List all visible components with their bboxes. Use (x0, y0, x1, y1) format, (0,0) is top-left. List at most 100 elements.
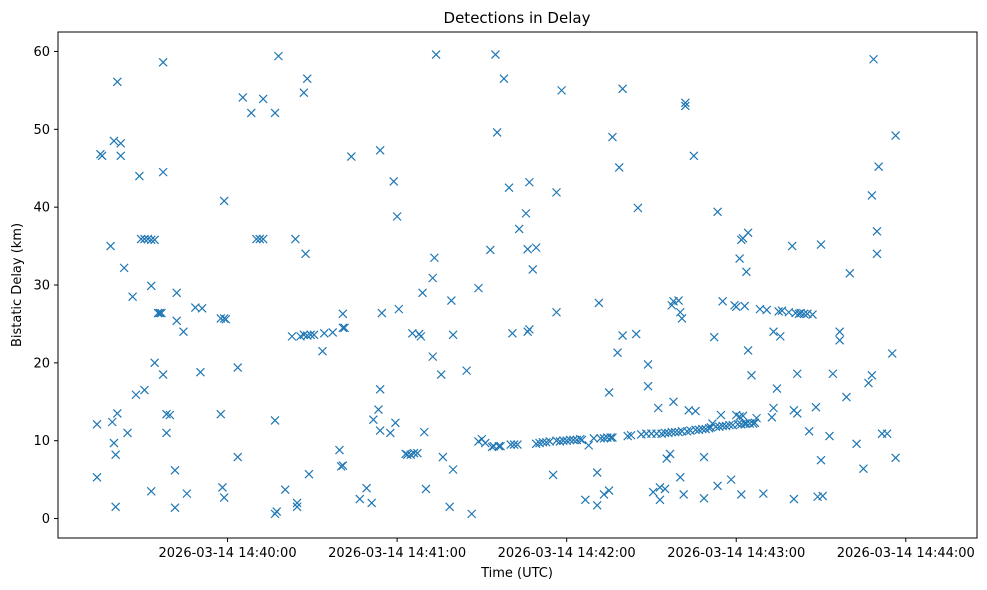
data-point (699, 452, 709, 462)
data-point (524, 177, 534, 187)
data-point (290, 234, 300, 244)
data-point (170, 465, 180, 475)
data-point (506, 440, 516, 450)
data-point (251, 234, 261, 244)
data-point (852, 439, 862, 449)
data-point (789, 494, 799, 504)
data-point (162, 428, 171, 438)
y-tick-label: 50 (33, 123, 50, 138)
data-point (816, 455, 826, 465)
data-point (872, 249, 882, 259)
data-point (618, 84, 628, 94)
data-point (402, 450, 412, 460)
data-point (165, 410, 175, 420)
data-point (818, 491, 828, 501)
data-point (319, 328, 329, 338)
data-point (758, 489, 768, 499)
data-point (146, 235, 156, 245)
data-point (608, 433, 617, 443)
data-point (338, 323, 348, 333)
data-point (665, 449, 675, 459)
data-point (872, 226, 882, 236)
data-point (623, 431, 633, 441)
data-point (738, 411, 748, 421)
data-point (172, 288, 182, 298)
data-point (419, 427, 429, 437)
y-axis-label: Bistatic Delay (km) (10, 223, 25, 347)
data-point (752, 413, 762, 423)
data-point (375, 384, 385, 394)
data-point (140, 385, 149, 395)
data-point (528, 265, 538, 274)
data-point (197, 303, 207, 313)
data-point (828, 369, 838, 379)
data-point (675, 472, 685, 482)
data-point (362, 483, 372, 493)
data-point (691, 406, 700, 416)
data-point (867, 370, 877, 380)
data-point (808, 310, 817, 320)
data-point (116, 151, 126, 161)
data-point (767, 412, 777, 422)
data-point (669, 397, 678, 407)
data-point (467, 509, 477, 519)
data-point (158, 57, 168, 67)
data-point (328, 328, 338, 337)
data-point (514, 224, 524, 234)
data-point (504, 183, 514, 193)
data-point (845, 268, 855, 278)
data-point (109, 438, 119, 448)
x-tick-label: 2026-03-14 14:40:00 (159, 546, 297, 561)
data-point (689, 151, 699, 161)
data-point (552, 187, 561, 197)
data-point (741, 267, 751, 277)
data-point (375, 145, 385, 155)
data-point (92, 419, 102, 429)
data-point (731, 302, 741, 312)
data-point (355, 494, 365, 504)
data-point (233, 363, 243, 372)
data-point (219, 493, 229, 502)
data-point (513, 440, 522, 450)
data-point (491, 50, 500, 59)
data-point (750, 418, 760, 428)
data-point (218, 482, 227, 492)
data-point (273, 51, 283, 61)
data-point (816, 240, 826, 249)
data-point (891, 453, 901, 463)
chart-title: Detections in Delay (444, 9, 591, 27)
data-point (335, 445, 344, 455)
data-point (111, 450, 121, 460)
data-point (318, 346, 327, 356)
data-point (680, 101, 690, 111)
data-point (446, 296, 456, 305)
data-point (867, 191, 877, 200)
data-point (741, 419, 751, 428)
data-point (155, 308, 165, 318)
data-point (787, 241, 797, 251)
data-point (238, 92, 248, 102)
data-point (299, 88, 309, 98)
data-point (552, 307, 561, 317)
data-point (485, 245, 495, 255)
data-point (524, 324, 534, 334)
data-point (682, 426, 692, 436)
data-point (292, 502, 302, 512)
data-point (704, 423, 714, 433)
data-point (416, 331, 426, 341)
data-point (679, 489, 689, 499)
data-point (887, 349, 897, 358)
data-point (655, 482, 665, 492)
data-point (648, 487, 658, 497)
data-point (521, 208, 531, 218)
data-point (613, 348, 622, 358)
data-point (494, 441, 504, 451)
data-point (726, 475, 736, 485)
data-point (92, 472, 102, 482)
data-point (292, 498, 302, 508)
data-point (158, 370, 168, 379)
data-point (106, 241, 115, 251)
data-point (677, 314, 687, 323)
data-point (409, 448, 419, 458)
data-point (882, 429, 892, 439)
